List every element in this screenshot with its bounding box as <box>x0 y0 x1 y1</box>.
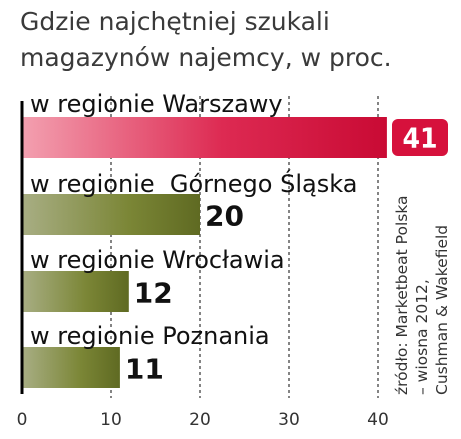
x-tick-label-20: 20 <box>189 410 211 430</box>
x-tick-label-10: 10 <box>100 410 122 430</box>
value-label-2: 12 <box>134 277 173 310</box>
x-tick-label-0: 0 <box>17 410 28 430</box>
x-tick-label-40: 40 <box>367 410 389 430</box>
source-line-2: – wiosna 2012, <box>413 279 431 395</box>
source-line-1: źródło: Marketbeat Polska <box>393 195 411 395</box>
value-label-3: 11 <box>125 353 164 386</box>
bar-2 <box>22 271 129 312</box>
chart-title: Gdzie najchętniej szukali magazynów naje… <box>20 7 392 72</box>
category-label-2: w regionie Wrocławia <box>30 246 285 274</box>
x-tick-label-30: 30 <box>278 410 300 430</box>
value-label-1: 20 <box>205 200 244 233</box>
bar-0 <box>22 117 387 158</box>
bar-3 <box>22 347 120 388</box>
labels: w regionie Warszawy 41 w regionie Górnego … <box>30 90 448 386</box>
x-axis-ticks: 0 10 20 30 40 <box>17 410 389 430</box>
value-label-0: 41 <box>402 122 437 155</box>
bars <box>22 117 387 388</box>
source-note: źródło: Marketbeat Polska – wiosna 2012,… <box>392 165 452 395</box>
value-badge-0 <box>392 119 448 156</box>
category-label-3: w regionie Poznania <box>30 322 270 350</box>
category-label-0: w regionie Warszawy <box>30 90 283 118</box>
bar-1 <box>22 194 200 235</box>
category-label-1: w regionie Górnego Śląska <box>30 168 357 198</box>
source-line-3: Cushman & Wakefield <box>433 224 451 395</box>
